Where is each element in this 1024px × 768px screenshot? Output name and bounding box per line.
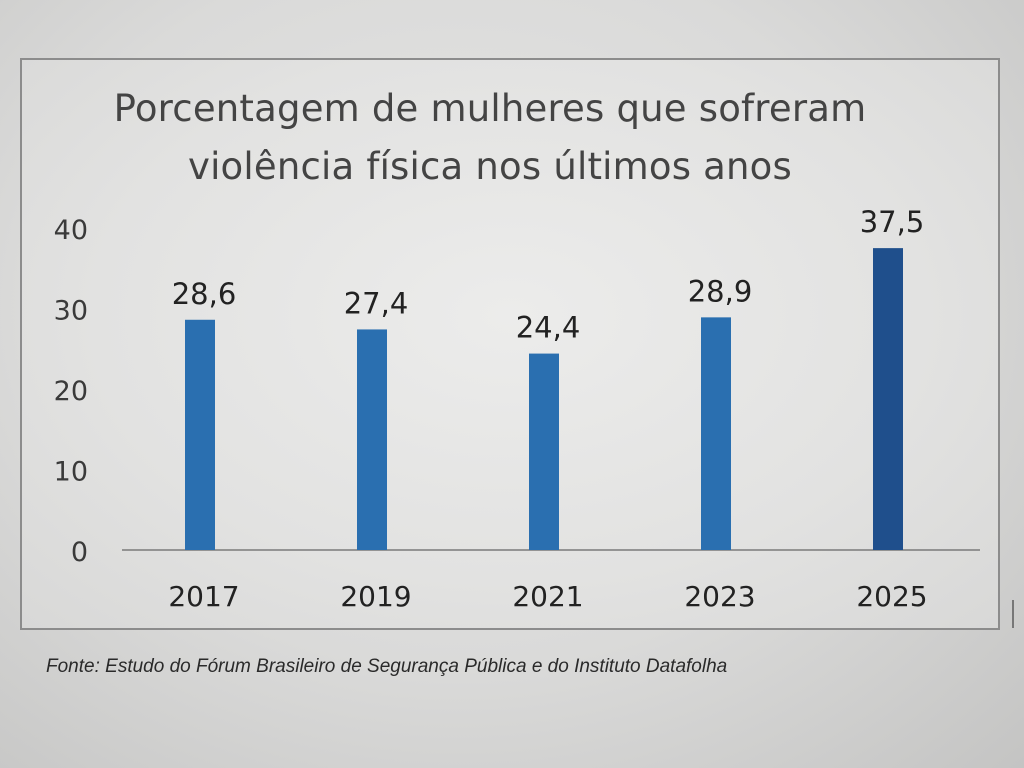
y-tick-label: 20 — [54, 376, 88, 407]
bar-2019 — [357, 329, 387, 550]
chart-panel — [20, 58, 1000, 630]
bar-2025 — [873, 248, 903, 550]
screen-edge-mark — [1012, 600, 1014, 628]
value-label: 37,5 — [860, 205, 925, 239]
value-label: 24,4 — [516, 311, 581, 345]
value-label: 28,9 — [688, 274, 753, 308]
y-tick-label: 0 — [71, 537, 88, 568]
chart-title: Porcentagem de mulheres que sofreram vio… — [60, 80, 920, 196]
value-label: 27,4 — [344, 286, 409, 320]
bar-2017 — [185, 319, 215, 550]
bar-2023 — [701, 317, 731, 550]
category-label: 2021 — [512, 580, 583, 613]
category-label: 2017 — [168, 580, 239, 613]
category-label: 2025 — [856, 580, 927, 613]
y-tick-label: 30 — [54, 296, 88, 327]
category-label: 2023 — [684, 580, 755, 613]
y-tick-label: 10 — [54, 457, 88, 488]
source-note: Fonte: Estudo do Fórum Brasileiro de Seg… — [46, 656, 728, 677]
chart-title-line-2: violência física nos últimos anos — [187, 145, 792, 188]
y-tick-label: 40 — [54, 215, 88, 246]
chart-title-line-1: Porcentagem de mulheres que sofreram — [113, 87, 867, 130]
value-label: 28,6 — [172, 277, 237, 311]
bar-2021 — [529, 353, 559, 550]
category-label: 2019 — [340, 580, 411, 613]
